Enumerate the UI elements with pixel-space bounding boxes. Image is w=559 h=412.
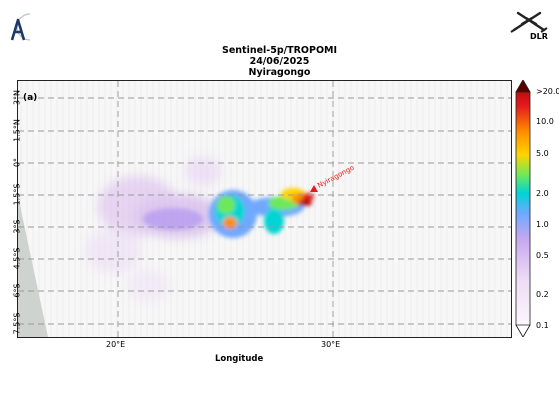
panel-label: (a)	[23, 93, 38, 103]
x-axis-label: Longitude	[215, 354, 264, 364]
lat-tick-0: 0°	[12, 157, 22, 168]
map-canvas: Nyiragongo	[18, 81, 511, 337]
lat-tick-1.5s: 1.5°S	[12, 183, 22, 206]
colorbar-tick-5: 5.0	[536, 149, 549, 158]
lon-tick-20e: 20°E	[106, 340, 126, 349]
lat-tick-7.5s: 7.5°S	[12, 312, 22, 335]
colorbar-tick-10: 10.0	[536, 117, 554, 126]
title-line-1: Sentinel-5p/TROPOMI	[221, 45, 338, 56]
lat-tick-4.5s: 4.5°S	[12, 247, 22, 270]
map-panel: Nyiragongo (a)	[17, 80, 512, 338]
aeris-logo	[4, 10, 34, 44]
colorbar-tick-0.1: 0.1	[536, 321, 549, 330]
dlr-logo-icon	[510, 11, 548, 33]
colorbar-tick-0.5: 0.5	[536, 251, 549, 260]
colorbar-tick-2: 2.0	[536, 189, 549, 198]
lon-tick-30e: 30°E	[321, 340, 341, 349]
title-line-3: Nyiragongo	[248, 67, 311, 78]
colorbar-tick-20: >20.0	[536, 87, 559, 96]
lat-tick-3s: 3°S	[12, 219, 22, 234]
gridlines	[18, 81, 511, 337]
no-data-region	[18, 196, 48, 337]
so2-plume	[143, 188, 314, 238]
colorbar-tick-1: 1.0	[536, 220, 549, 229]
colorbar-scale	[515, 79, 531, 338]
colorbar	[515, 79, 531, 338]
colorbar-tick-0.2: 0.2	[536, 290, 549, 299]
aeris-logo-icon	[10, 13, 31, 41]
title-line-2: 24/06/2025	[249, 56, 310, 67]
lat-tick-1.5n: 1.5°N	[12, 119, 22, 142]
lat-tick-6s: 6°S	[12, 283, 22, 298]
lat-tick-3n: 3°N	[12, 89, 22, 106]
dlr-logo-text: DLR	[530, 32, 548, 41]
triangle-marker-icon	[310, 185, 318, 192]
dlr-logo: DLR	[508, 10, 550, 44]
